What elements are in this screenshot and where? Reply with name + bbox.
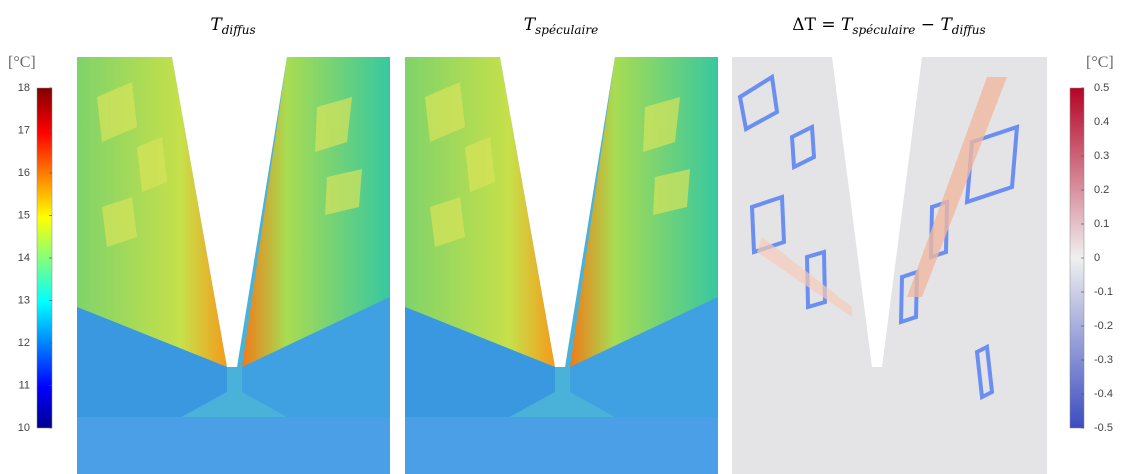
title-subscript: spéculaire bbox=[535, 23, 598, 37]
unit-label: [°C] bbox=[1086, 54, 1114, 71]
title-subscript: spéculaire bbox=[852, 23, 915, 37]
tick-label: 14 bbox=[18, 252, 30, 264]
tick-label: 0.3 bbox=[1094, 150, 1109, 162]
title-text: − bbox=[915, 15, 940, 35]
title-text: T bbox=[524, 15, 537, 35]
title-text: T bbox=[841, 15, 854, 35]
tick-label: 18 bbox=[18, 82, 30, 94]
tick-label: -0.2 bbox=[1094, 320, 1113, 332]
tick-label: 11 bbox=[19, 379, 30, 391]
tick-label: 17 bbox=[18, 124, 30, 136]
title-text: T bbox=[940, 15, 953, 35]
tick-label: -0.3 bbox=[1094, 354, 1113, 366]
tick-label: 15 bbox=[18, 209, 30, 221]
title-subscript: diffus bbox=[222, 23, 256, 37]
tick-label: 0.1 bbox=[1094, 218, 1109, 230]
title-text: ΔT = bbox=[792, 15, 841, 35]
image-diffus bbox=[77, 57, 390, 474]
panel-title: ΔT = Tspéculaire − Tdiffus bbox=[792, 15, 985, 37]
tick-label: 10 bbox=[18, 422, 30, 434]
panel-title: Tspéculaire bbox=[524, 15, 598, 37]
tick-label: 0.5 bbox=[1094, 82, 1109, 94]
title-subscript: diffus bbox=[952, 23, 986, 37]
tick-label: -0.1 bbox=[1094, 286, 1113, 298]
title-text: T bbox=[210, 15, 223, 35]
tick-label: -0.5 bbox=[1094, 422, 1113, 434]
tick-label: 0.2 bbox=[1094, 184, 1109, 196]
image-delta bbox=[732, 57, 1047, 474]
tick-label: 13 bbox=[18, 294, 30, 306]
panel-title: Tdiffus bbox=[210, 15, 255, 37]
tick-label: 12 bbox=[18, 337, 30, 349]
tick-label: 16 bbox=[18, 167, 30, 179]
unit-label: [°C] bbox=[8, 54, 36, 71]
image-speculaire bbox=[405, 57, 718, 474]
tick-label: 0.4 bbox=[1094, 116, 1109, 128]
tick-label: 0 bbox=[1094, 252, 1100, 264]
tick-label: -0.4 bbox=[1094, 388, 1113, 400]
